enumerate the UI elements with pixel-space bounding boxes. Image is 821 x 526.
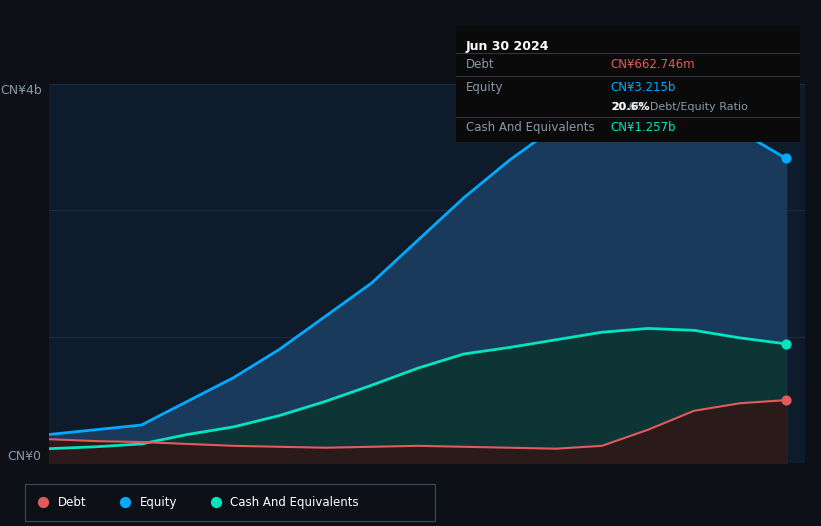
Text: Equity: Equity [140,496,177,509]
Text: Debt: Debt [466,57,494,70]
Point [37,498,50,507]
Text: Cash And Equivalents: Cash And Equivalents [466,121,594,134]
Text: Cash And Equivalents: Cash And Equivalents [230,496,359,509]
Text: Debt: Debt [57,496,86,509]
Point [118,498,131,507]
Text: Equity: Equity [466,80,503,94]
Point [780,340,793,348]
Text: CN¥1.257b: CN¥1.257b [611,121,677,134]
Text: 20.6% Debt/Equity Ratio: 20.6% Debt/Equity Ratio [611,102,748,112]
Text: Jun 30 2024: Jun 30 2024 [466,40,549,53]
Point [209,498,222,507]
Point [780,396,793,404]
Text: CN¥4b: CN¥4b [0,84,42,97]
Text: CN¥0: CN¥0 [7,450,42,463]
Text: 20.6%: 20.6% [611,102,649,112]
Point [780,154,793,163]
Text: CN¥662.746m: CN¥662.746m [611,57,695,70]
Text: CN¥3.215b: CN¥3.215b [611,80,677,94]
